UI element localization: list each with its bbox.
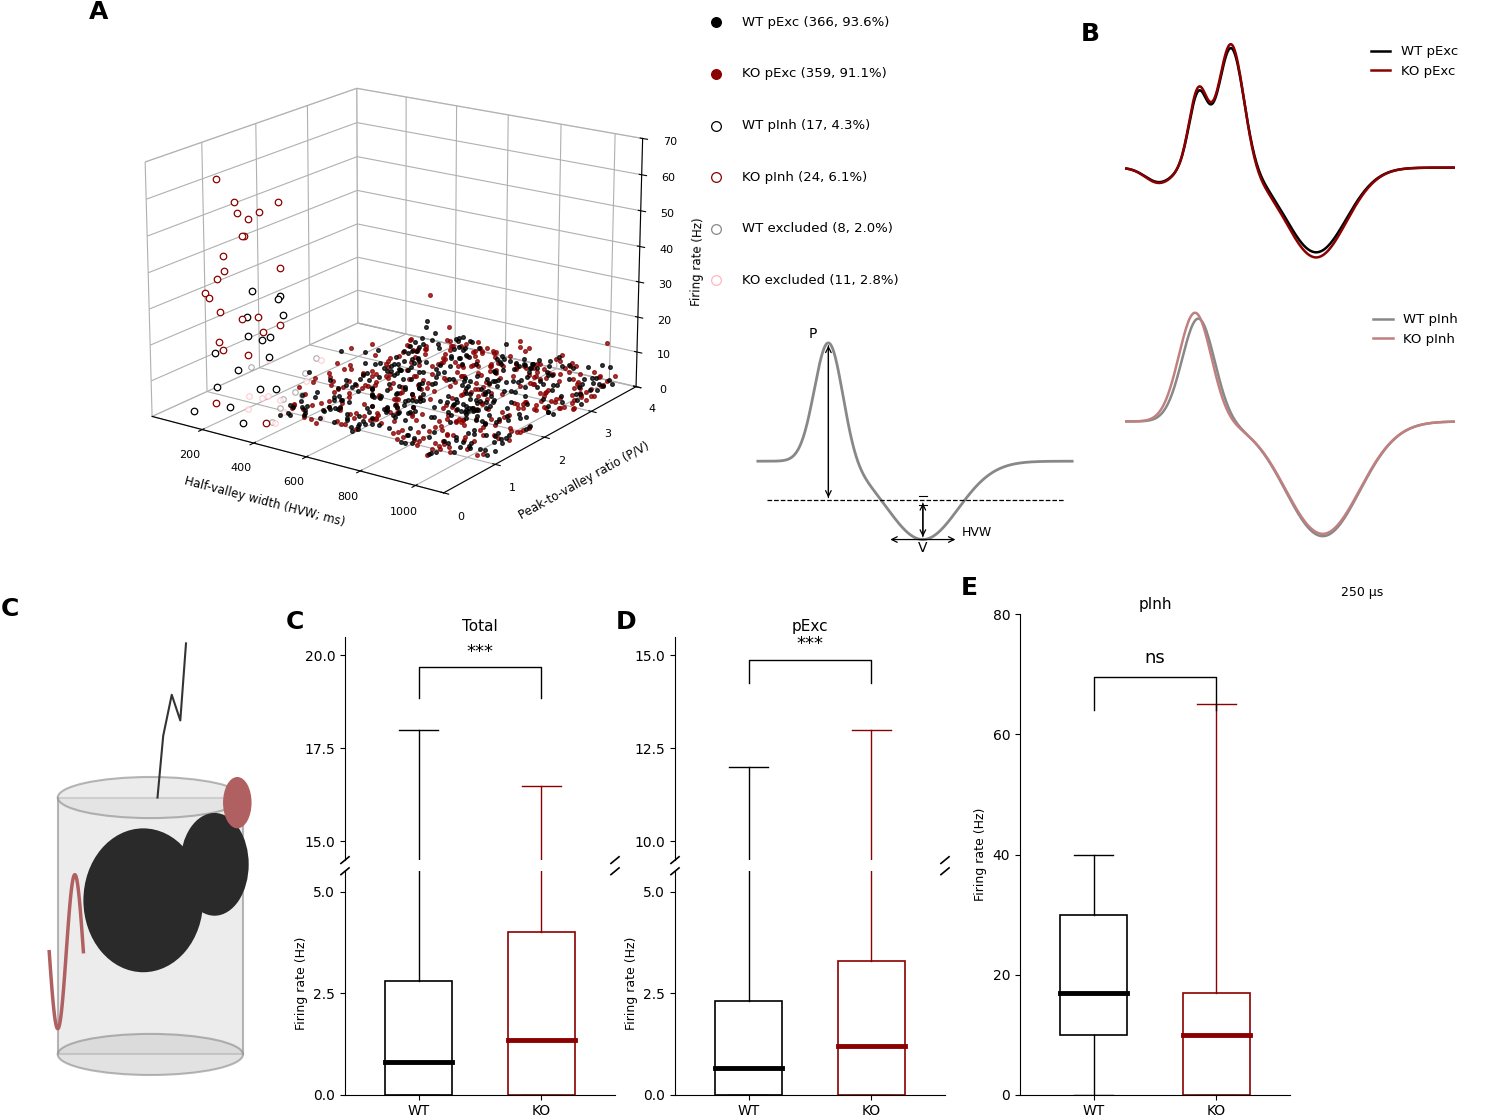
Text: B: B	[1082, 22, 1100, 46]
Ellipse shape	[84, 829, 203, 972]
Legend: WT pInh, KO pInh: WT pInh, KO pInh	[1368, 308, 1464, 352]
Bar	[1060, 915, 1128, 1034]
Title: pInh: pInh	[1138, 596, 1172, 612]
Text: P: P	[808, 327, 818, 341]
Y-axis label: Peak-to-valley ratio (P/V): Peak-to-valley ratio (P/V)	[516, 439, 651, 522]
Y-axis label: Firing rate (Hz): Firing rate (Hz)	[626, 936, 638, 1030]
Y-axis label: Firing rate (Hz): Firing rate (Hz)	[974, 808, 987, 901]
Text: A: A	[88, 0, 108, 25]
Bar	[386, 981, 453, 1095]
Text: ***: ***	[466, 642, 494, 660]
Ellipse shape	[57, 777, 243, 818]
Polygon shape	[57, 798, 243, 1054]
Text: V: V	[918, 541, 927, 555]
Text: KO pExc (359, 91.1%): KO pExc (359, 91.1%)	[742, 67, 888, 80]
Title: pExc: pExc	[792, 619, 828, 634]
Title: Total: Total	[462, 619, 498, 634]
Y-axis label: Firing rate (Hz): Firing rate (Hz)	[296, 936, 307, 1030]
Text: C: C	[0, 598, 20, 621]
Bar	[507, 933, 574, 1095]
Ellipse shape	[57, 1034, 243, 1075]
Text: WT excluded (8, 2.0%): WT excluded (8, 2.0%)	[742, 222, 894, 236]
Text: KO pInh (24, 6.1%): KO pInh (24, 6.1%)	[742, 171, 867, 183]
Text: HVW: HVW	[962, 526, 993, 538]
Text: E: E	[960, 576, 978, 600]
Ellipse shape	[224, 777, 252, 829]
Text: WT pExc (366, 93.6%): WT pExc (366, 93.6%)	[742, 16, 890, 29]
Text: ***: ***	[796, 636, 824, 653]
Legend: WT pExc, KO pExc: WT pExc, KO pExc	[1365, 40, 1464, 84]
Bar	[1182, 993, 1250, 1095]
Bar	[837, 961, 904, 1095]
Text: WT pInh (17, 4.3%): WT pInh (17, 4.3%)	[742, 120, 870, 132]
Text: D: D	[615, 610, 636, 633]
Text: ns: ns	[1144, 649, 1166, 667]
Ellipse shape	[180, 813, 249, 916]
Text: C: C	[285, 610, 304, 633]
Text: KO excluded (11, 2.8%): KO excluded (11, 2.8%)	[742, 274, 898, 287]
Bar	[716, 1001, 783, 1095]
Text: 250 μs: 250 μs	[1341, 585, 1383, 599]
X-axis label: Half-valley width (HVW; ms): Half-valley width (HVW; ms)	[183, 475, 346, 528]
